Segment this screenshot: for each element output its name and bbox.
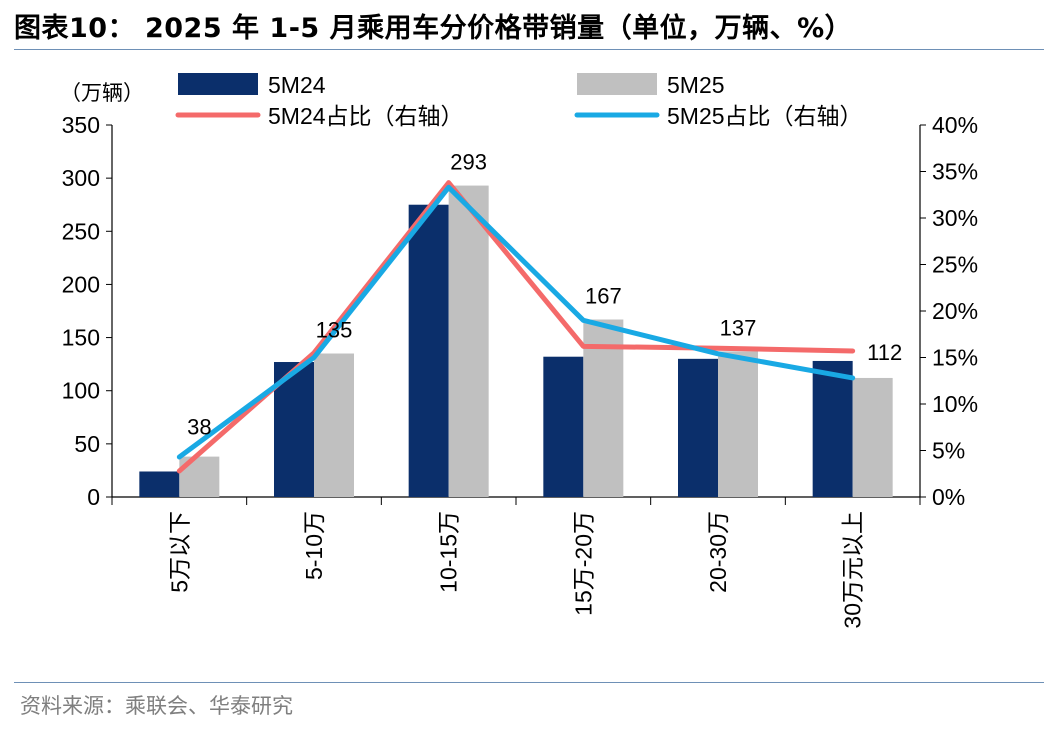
legend-label: 5M24占比（右轴）	[268, 103, 464, 129]
legend-label: 5M25	[667, 72, 725, 98]
x-axis-category-label: 5万以下	[166, 511, 192, 593]
title-divider	[14, 49, 1044, 50]
x-axis-category-label: 10-15万	[436, 511, 462, 593]
bar-5m24	[543, 356, 584, 497]
data-label: 293	[450, 150, 487, 175]
legend-label: 5M25占比（右轴）	[667, 103, 863, 129]
share-line-5m25	[176, 184, 856, 460]
legend-label: 5M24	[268, 72, 326, 98]
bar-5m25	[448, 185, 489, 497]
left-axis-tick-label: 200	[62, 271, 100, 297]
bar-5m24	[139, 471, 180, 497]
legend-swatch	[577, 73, 657, 95]
data-label: 112	[867, 340, 902, 365]
x-axis-category-label: 15万-20万	[570, 511, 596, 616]
left-axis-tick-label: 150	[62, 325, 100, 351]
chart-title: 图表10： 2025 年 1-5 月乘用车分价格带销量（单位，万辆、%）	[14, 13, 853, 44]
data-label: 167	[585, 284, 622, 309]
right-axis-tick-label: 10%	[932, 391, 978, 417]
bar-5m25	[718, 351, 758, 497]
source-note: 资料来源：乘联会、华泰研究	[20, 694, 293, 718]
right-axis-tick-label: 5%	[932, 438, 965, 464]
left-axis-tick-label: 0	[87, 484, 100, 510]
left-axis-tick-label: 350	[62, 112, 100, 138]
left-axis-tick-label: 100	[62, 378, 100, 404]
legend-swatch	[178, 73, 258, 95]
right-axis-tick-label: 15%	[932, 345, 978, 371]
left-axis-unit-label: （万辆）	[60, 82, 144, 105]
right-axis-tick-label: 25%	[932, 252, 978, 278]
bar-5m25	[314, 353, 354, 497]
x-axis-category-label: 30万元以上	[840, 511, 866, 629]
right-axis-tick-label: 20%	[932, 298, 978, 324]
right-axis-tick-label: 35%	[932, 159, 978, 185]
source-divider	[14, 682, 1044, 683]
data-label: 38	[187, 415, 211, 440]
left-axis-tick-label: 300	[62, 165, 100, 191]
bar-5m24	[408, 204, 449, 497]
bar-5m24	[678, 358, 718, 497]
right-axis-tick-label: 40%	[932, 112, 978, 138]
x-axis-category-label: 20-30万	[705, 511, 731, 593]
right-axis-tick-label: 0%	[932, 484, 965, 510]
left-axis-tick-label: 50	[74, 431, 100, 457]
data-label: 135	[316, 318, 353, 343]
right-axis-tick-label: 30%	[932, 205, 978, 231]
bar-5m24	[812, 360, 853, 497]
bar-5m25	[852, 377, 893, 497]
x-axis-category-label: 5-10万	[301, 511, 327, 580]
data-label: 137	[720, 315, 757, 340]
left-axis-tick-label: 250	[62, 218, 100, 244]
